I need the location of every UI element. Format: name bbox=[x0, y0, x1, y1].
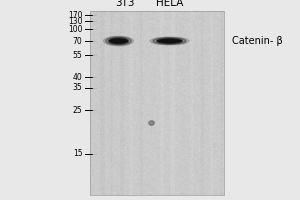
Text: 35: 35 bbox=[73, 84, 82, 92]
Text: 170: 170 bbox=[68, 10, 83, 20]
Ellipse shape bbox=[114, 40, 123, 42]
Text: 55: 55 bbox=[73, 50, 82, 60]
Text: 130: 130 bbox=[68, 17, 83, 25]
Text: HELA: HELA bbox=[156, 0, 183, 8]
Ellipse shape bbox=[109, 38, 128, 44]
Text: 15: 15 bbox=[73, 150, 82, 158]
Ellipse shape bbox=[149, 121, 154, 125]
Ellipse shape bbox=[110, 39, 128, 43]
Text: 3T3: 3T3 bbox=[115, 0, 134, 8]
Ellipse shape bbox=[103, 36, 134, 46]
Ellipse shape bbox=[112, 39, 125, 43]
Text: 70: 70 bbox=[73, 36, 82, 46]
Ellipse shape bbox=[153, 38, 186, 44]
Text: 40: 40 bbox=[73, 72, 82, 82]
Ellipse shape bbox=[106, 37, 131, 45]
Text: 25: 25 bbox=[73, 106, 82, 114]
Bar bbox=[90, 11, 224, 195]
Ellipse shape bbox=[158, 40, 181, 42]
Ellipse shape bbox=[150, 37, 189, 45]
Text: 100: 100 bbox=[68, 24, 83, 33]
Ellipse shape bbox=[161, 39, 178, 43]
Text: Catenin- β: Catenin- β bbox=[232, 36, 283, 46]
Ellipse shape bbox=[157, 38, 182, 44]
Ellipse shape bbox=[164, 40, 175, 42]
